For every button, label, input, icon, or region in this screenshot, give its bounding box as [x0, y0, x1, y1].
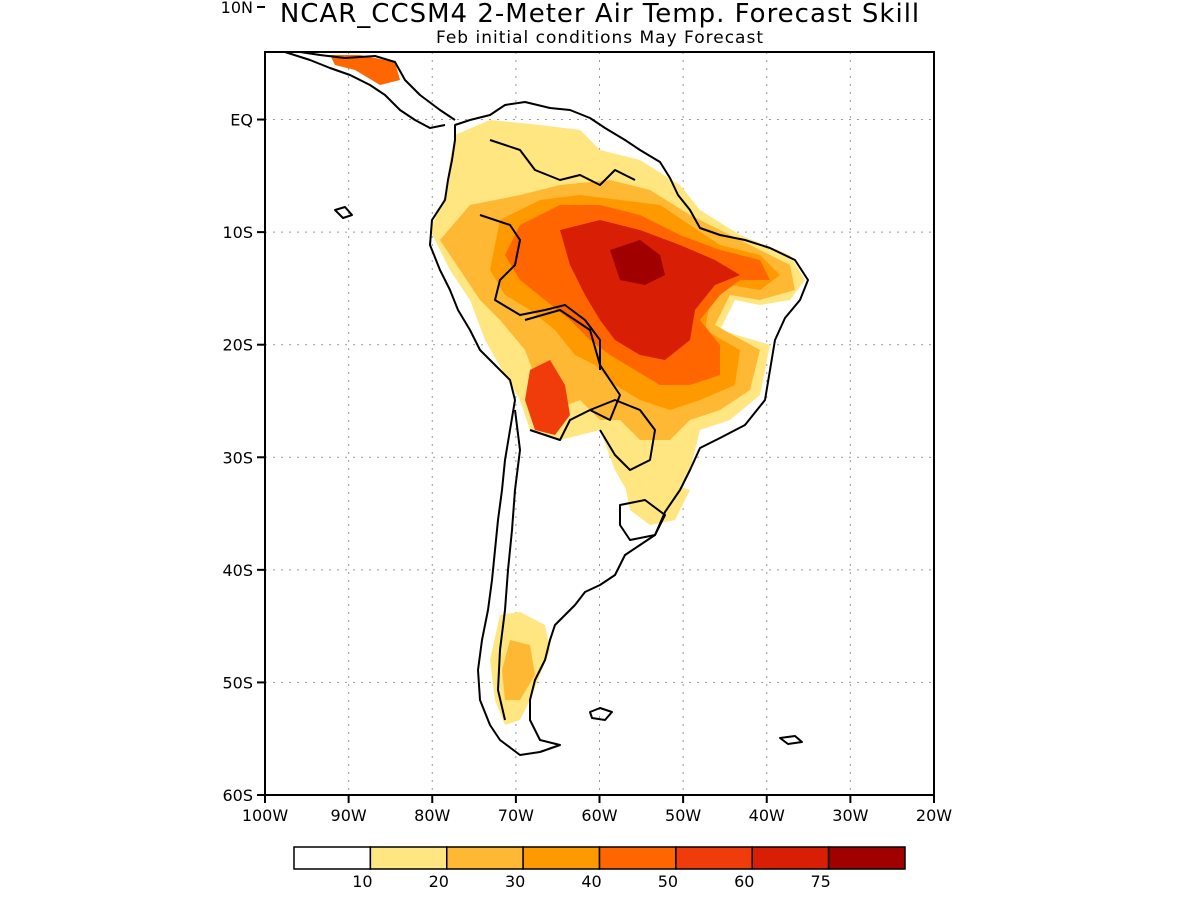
border-paraguay	[589, 399, 656, 471]
map-title: NCAR_CCSM4 2-Meter Air Temp. Forecast Sk…	[279, 0, 921, 29]
skill-region-bolivia	[525, 360, 570, 435]
lat-tick-label: 20S	[222, 336, 253, 355]
lat-tick-label: 30S	[222, 448, 253, 467]
skill-region-patagonia-core	[502, 640, 535, 700]
colorbar-swatch	[827, 846, 906, 870]
title-block: NCAR_CCSM4 2-Meter Air Temp. Forecast Sk…	[0, 0, 1200, 48]
skill-region-60-75	[560, 220, 740, 360]
south-america-coastline	[429, 101, 809, 756]
lat-tick-label: 40S	[222, 561, 253, 580]
border-colombia-venezuela	[489, 139, 636, 186]
colorbar-label: 50	[658, 872, 678, 891]
colorbar-label: 40	[581, 872, 601, 891]
colorbar-swatch	[293, 846, 372, 870]
map-subtitle: Feb initial conditions May Forecast	[435, 28, 764, 48]
colorbar-swatch	[522, 846, 601, 870]
skill-region-central-america	[330, 55, 400, 85]
lon-tick-label: 30W	[832, 806, 868, 825]
lon-tick-label: 50W	[665, 806, 701, 825]
latitude-axis: 10N EQ 10S 20S 30S 40S 50S 60S	[221, 0, 265, 805]
lat-tick-label: 50S	[222, 673, 253, 692]
colorbar-label: 30	[505, 872, 525, 891]
colorbar-label: 60	[734, 872, 754, 891]
longitude-axis: 100W 90W 80W 70W 60W 50W 40W 30W 20W	[242, 795, 952, 825]
lon-tick-label: 20W	[916, 806, 952, 825]
lat-tick-label: 10N	[221, 0, 253, 17]
lon-tick-label: 80W	[414, 806, 450, 825]
lat-tick-label: EQ	[230, 111, 253, 130]
colorbar-label: 75	[810, 872, 830, 891]
colorbar-swatch	[675, 846, 753, 870]
skill-region-south-brazil	[625, 480, 690, 525]
colorbar-label: 10	[352, 872, 372, 891]
border-bolivia	[524, 309, 621, 441]
colorbar-label: 20	[429, 872, 449, 891]
colorbar-swatch	[598, 846, 677, 870]
south-georgia	[779, 735, 803, 745]
border-peru-brazil	[479, 214, 601, 370]
colorbar-swatch	[751, 846, 830, 870]
falkland-islands	[589, 707, 613, 721]
border-argentina-chile	[497, 409, 521, 721]
lat-tick-label: 10S	[222, 223, 253, 242]
lon-tick-label: 90W	[331, 806, 367, 825]
lon-tick-label: 70W	[498, 806, 534, 825]
coastlines	[284, 52, 809, 756]
colorbar-swatch	[446, 846, 524, 870]
galapagos	[334, 206, 353, 219]
colorbar-swatch	[369, 846, 448, 870]
colorbar: 10 20 30 40 50 60 75	[293, 846, 906, 891]
lat-tick-label: 60S	[222, 786, 253, 805]
lon-tick-label: 100W	[242, 806, 289, 825]
skill-region-75-plus	[610, 240, 665, 285]
border-uruguay	[619, 499, 666, 541]
central-america-coastline	[284, 52, 456, 129]
lon-tick-label: 60W	[581, 806, 617, 825]
skill-shading	[330, 55, 805, 725]
lon-tick-label: 40W	[749, 806, 785, 825]
